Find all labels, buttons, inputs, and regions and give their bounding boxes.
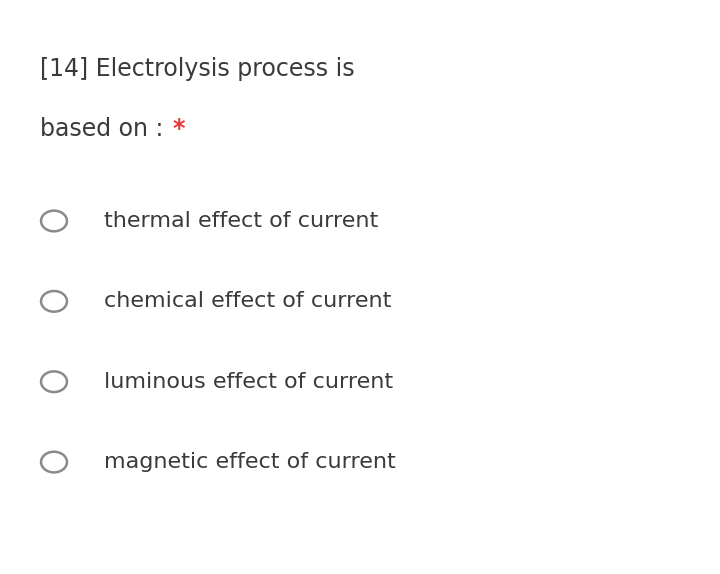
Text: based on :: based on : [40, 117, 171, 141]
Text: thermal effect of current: thermal effect of current [104, 211, 379, 231]
Text: [14] Electrolysis process is: [14] Electrolysis process is [40, 57, 354, 81]
Text: magnetic effect of current: magnetic effect of current [104, 452, 396, 472]
Text: chemical effect of current: chemical effect of current [104, 292, 392, 311]
Text: luminous effect of current: luminous effect of current [104, 372, 394, 391]
Text: *: * [173, 117, 185, 141]
